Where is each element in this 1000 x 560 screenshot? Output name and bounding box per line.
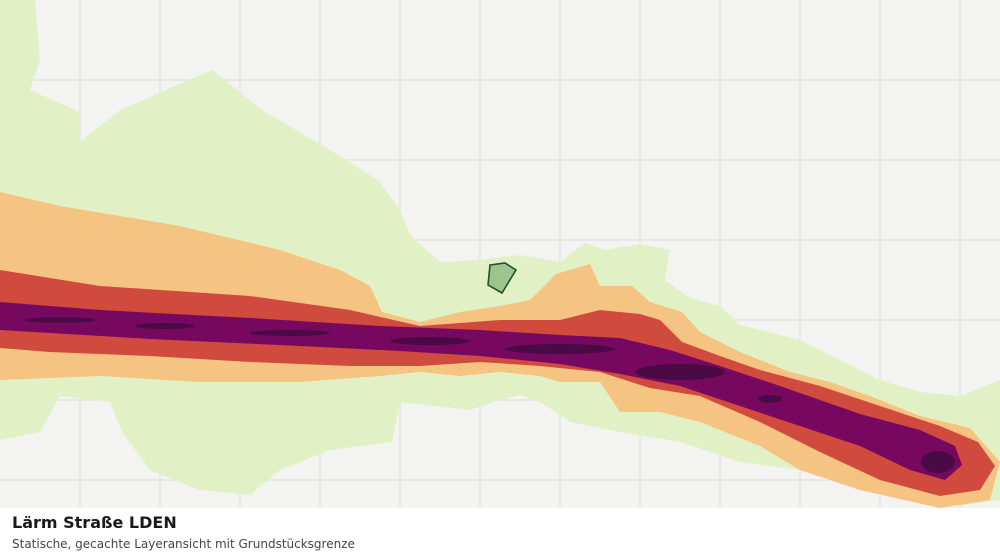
parcel-boundary[interactable] <box>487 262 518 295</box>
noise-core <box>135 323 195 329</box>
noise-core <box>250 330 330 336</box>
noise-zone-very-high <box>0 302 962 480</box>
noise-core <box>505 344 615 354</box>
noise-zone-extreme <box>25 317 955 473</box>
noise-core <box>25 317 95 323</box>
caption-panel <box>0 508 1000 560</box>
noise-core <box>758 395 782 403</box>
caption-subtitle: Statische, gecachte Layeransicht mit Gru… <box>12 537 355 551</box>
caption-title: Lärm Straße LDEN <box>12 513 177 532</box>
noise-core <box>635 364 725 380</box>
noise-core <box>921 451 955 473</box>
noise-core <box>390 337 470 345</box>
